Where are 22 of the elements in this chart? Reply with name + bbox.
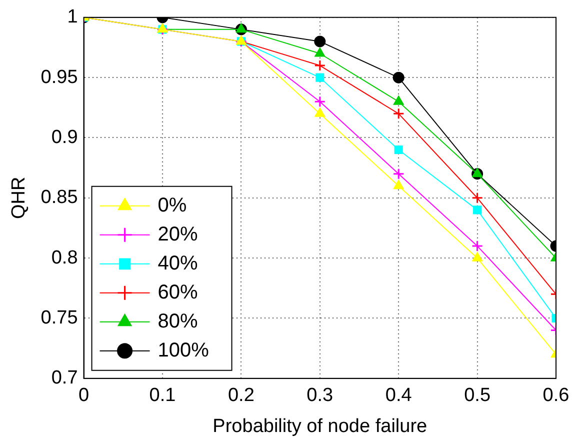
x-tick-label: 0.3: [306, 385, 334, 406]
x-tick-label: 0.6: [542, 385, 570, 406]
x-tick-label: 0.5: [464, 385, 491, 406]
y-tick-label: 0.95: [40, 66, 78, 88]
legend-label: 0%: [158, 194, 187, 216]
legend-label: 80%: [158, 310, 198, 332]
x-tick-label: 0.2: [228, 385, 254, 406]
y-tick-label: 0.75: [40, 307, 78, 328]
x-tick-label: 0: [78, 385, 90, 406]
legend-label: 60%: [158, 281, 198, 304]
y-tick-label: 0.8: [51, 247, 78, 268]
x-axis-title: Probability of node failure: [212, 416, 428, 437]
y-tick-label: 0.9: [51, 126, 78, 148]
x-tick-label: 0.4: [385, 385, 412, 406]
x-tick-label: 0.1: [149, 385, 176, 406]
y-axis-title: QHR: [8, 176, 30, 220]
y-tick-label: 0.85: [40, 187, 78, 208]
legend-label: 100%: [158, 339, 210, 362]
legend-label: 40%: [158, 252, 198, 274]
y-tick-label: 1: [67, 6, 78, 28]
legend-label: 20%: [158, 223, 198, 246]
y-tick-label: 0.7: [51, 368, 78, 389]
